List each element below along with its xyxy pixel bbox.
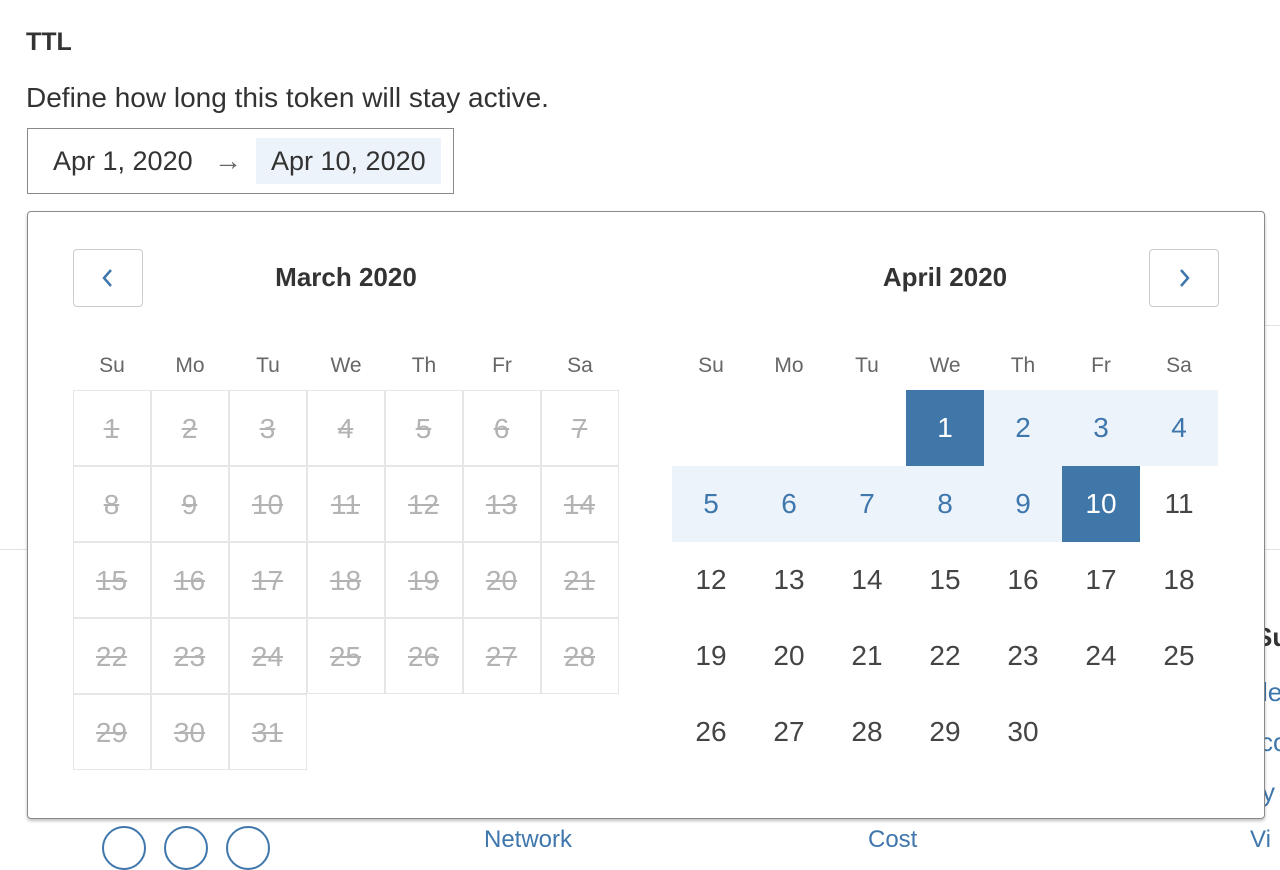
weekday-label: Mo [774, 354, 804, 377]
end-date-field[interactable]: Apr 10, 2020 [256, 138, 441, 184]
day-cell-disabled: 15 [72, 541, 151, 618]
day-cell[interactable]: 27 [773, 716, 805, 747]
arrow-right-icon: → [214, 145, 242, 176]
day-cell-disabled: 17 [228, 541, 307, 618]
prev-month-button[interactable] [73, 249, 143, 307]
day-cell-disabled: 19 [384, 541, 463, 618]
divider [1265, 325, 1280, 326]
day-cell-disabled: 20 [462, 541, 541, 618]
background-link-fragment[interactable]: co [1260, 727, 1280, 757]
day-cell-disabled: 14 [540, 465, 619, 542]
day-cell-disabled: 29 [72, 693, 151, 770]
day-cell-selected[interactable]: 10 [1062, 466, 1140, 542]
day-cell-disabled: 3 [228, 389, 307, 466]
day-cell-disabled: 2 [150, 389, 229, 466]
weekday-label: We [330, 354, 362, 377]
weekday-label: Fr [1091, 354, 1111, 377]
weekday-label: Sa [1166, 354, 1192, 377]
day-cell[interactable]: 20 [773, 640, 805, 671]
background-tab-fragment[interactable]: Cost [868, 826, 918, 853]
day-cell-in-range[interactable]: 2 [984, 390, 1062, 466]
chevron-left-icon [102, 269, 112, 287]
day-cell-disabled: 27 [462, 617, 541, 694]
day-cell-disabled: 13 [462, 465, 541, 542]
section-title: TTL [26, 28, 72, 56]
day-cell-disabled: 30 [150, 693, 229, 770]
day-cell-in-range[interactable]: 7 [828, 466, 906, 542]
day-cell-in-range[interactable]: 5 [672, 466, 750, 542]
day-cell-disabled: 22 [72, 617, 151, 694]
background-link-fragment[interactable]: le [1262, 677, 1280, 707]
day-cell[interactable]: 22 [929, 640, 961, 671]
day-cell-disabled: 28 [540, 617, 619, 694]
day-cell-disabled: 10 [228, 465, 307, 542]
day-cell-disabled: 31 [228, 693, 307, 770]
weekday-label: Sa [567, 354, 593, 377]
day-cell[interactable]: 11 [1164, 488, 1194, 519]
day-cell-disabled: 12 [384, 465, 463, 542]
day-cell-disabled: 25 [306, 617, 385, 694]
background-circle-button[interactable] [102, 826, 146, 870]
day-cell[interactable]: 18 [1163, 564, 1195, 595]
weekday-label: Mo [175, 354, 205, 377]
weekday-label: Th [1010, 354, 1036, 377]
day-cell-disabled: 4 [306, 389, 385, 466]
background-tab-fragment[interactable]: Network [484, 826, 573, 853]
day-cell-in-range[interactable]: 6 [750, 466, 828, 542]
day-cell[interactable]: 29 [929, 716, 961, 747]
day-cell[interactable]: 23 [1007, 640, 1039, 671]
day-cell[interactable]: 13 [773, 564, 805, 595]
day-cell-in-range[interactable]: 3 [1062, 390, 1140, 466]
background-link-fragment[interactable]: y [1262, 777, 1275, 807]
day-cell-in-range[interactable]: 4 [1140, 390, 1218, 466]
day-cell-disabled: 26 [384, 617, 463, 694]
weekday-label: Su [698, 354, 724, 377]
day-cell[interactable]: 19 [695, 640, 727, 671]
weekday-label: We [929, 354, 961, 377]
date-range-picker-popup: March 2020 Su Mo Tu We Th Fr Sa 1 2 3 4 5 6 7 8 9 10 11 12 1… [27, 211, 1265, 819]
day-cell-disabled: 8 [72, 465, 151, 542]
day-cell[interactable]: 26 [695, 716, 727, 747]
background-circle-button[interactable] [226, 826, 270, 870]
background-tab-fragment[interactable]: Vi [1250, 826, 1271, 853]
day-cell[interactable]: 25 [1163, 640, 1195, 671]
background-circle-button[interactable] [164, 826, 208, 870]
day-cell-in-range[interactable]: 8 [906, 466, 984, 542]
weekday-label: Su [99, 354, 125, 377]
section-description: Define how long this token will stay act… [26, 82, 549, 113]
day-cell[interactable]: 15 [929, 564, 961, 595]
day-cell[interactable]: 28 [851, 716, 883, 747]
start-date-field[interactable]: Apr 1, 2020 [53, 146, 193, 176]
weekday-label: Tu [256, 354, 280, 377]
day-cell[interactable]: 12 [695, 564, 727, 595]
day-cell[interactable]: 30 [1007, 716, 1039, 747]
month-title: March 2020 [275, 262, 417, 292]
weekday-label: Tu [855, 354, 879, 377]
day-cell-disabled: 24 [228, 617, 307, 694]
month-title: April 2020 [882, 262, 1008, 292]
day-cell-disabled: 21 [540, 541, 619, 618]
day-cell-disabled: 9 [150, 465, 229, 542]
day-cell-disabled: 16 [150, 541, 229, 618]
day-cell-disabled: 1 [72, 389, 151, 466]
day-cell[interactable]: 21 [851, 640, 883, 671]
day-cell-disabled: 6 [462, 389, 541, 466]
day-cell[interactable]: 17 [1085, 564, 1117, 595]
date-range-input[interactable]: Apr 1, 2020 → Apr 10, 2020 [27, 128, 454, 194]
day-cell-disabled: 23 [150, 617, 229, 694]
day-cell[interactable]: 16 [1007, 564, 1039, 595]
day-cell-in-range[interactable]: 9 [984, 466, 1062, 542]
day-cell[interactable]: 24 [1085, 640, 1117, 671]
day-cell-disabled: 18 [306, 541, 385, 618]
day-cell-selected[interactable]: 1 [906, 390, 984, 466]
day-cell[interactable]: 14 [851, 564, 883, 595]
chevron-right-icon [1180, 269, 1190, 287]
day-cell-disabled: 7 [540, 389, 619, 466]
weekday-label: Fr [492, 354, 512, 377]
day-cell-disabled: 5 [384, 389, 463, 466]
day-cell-disabled: 11 [306, 465, 385, 542]
weekday-label: Th [411, 354, 437, 377]
next-month-button[interactable] [1149, 249, 1219, 307]
